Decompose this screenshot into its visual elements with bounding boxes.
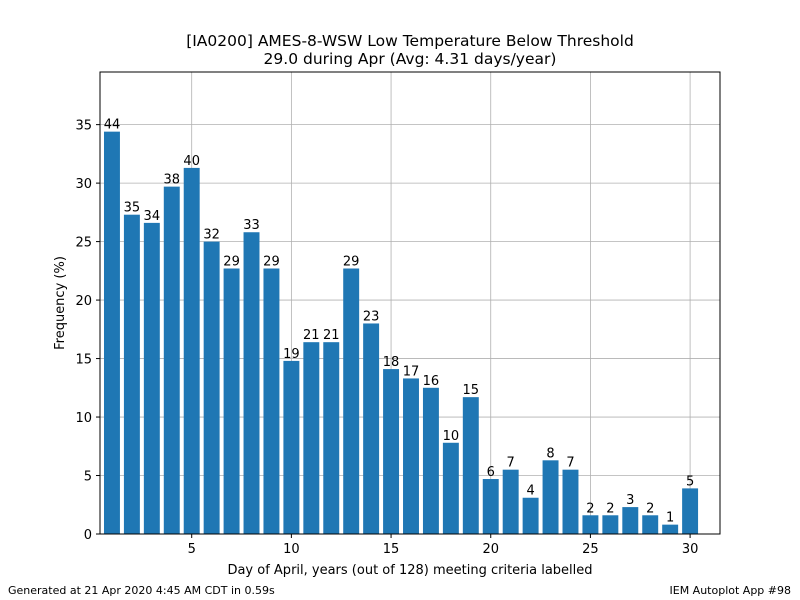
bar-value-label: 2	[586, 501, 594, 516]
bar	[163, 186, 180, 534]
bar-value-label: 10	[443, 429, 460, 444]
x-tick-label: 5	[188, 542, 196, 557]
bar	[203, 241, 220, 534]
chart-subtitle: 29.0 during Apr (Avg: 4.31 days/year)	[264, 50, 557, 68]
bar	[123, 214, 140, 534]
bar-value-label: 19	[283, 347, 300, 362]
bar-value-label: 29	[343, 254, 360, 269]
bar	[183, 167, 200, 534]
bar	[103, 131, 120, 534]
bar	[343, 268, 360, 534]
bar	[662, 524, 679, 534]
bar-value-label: 29	[223, 254, 240, 269]
bar-value-label: 21	[323, 328, 340, 343]
bar	[283, 360, 300, 534]
bar	[403, 378, 419, 534]
bar-value-label: 15	[463, 383, 480, 398]
bar-value-label: 16	[423, 374, 440, 389]
y-tick-label: 25	[75, 236, 92, 251]
footer-generated-text: Generated at 21 Apr 2020 4:45 AM CDT in …	[8, 584, 275, 597]
bar-value-label: 23	[363, 309, 380, 324]
x-tick-label: 15	[383, 542, 400, 557]
y-axis-label: Frequency (%)	[53, 256, 68, 350]
bar	[422, 387, 439, 534]
x-tick-label: 10	[283, 542, 300, 557]
y-tick-label: 15	[75, 353, 92, 368]
bar	[323, 342, 340, 534]
bar-value-label: 7	[507, 456, 515, 471]
bar-value-label: 21	[303, 328, 320, 343]
bar	[642, 515, 659, 534]
bar-value-label: 34	[144, 209, 161, 224]
bar-value-label: 35	[124, 201, 141, 216]
bar	[582, 515, 599, 534]
bar-value-label: 1	[666, 511, 674, 526]
y-tick-label: 20	[75, 294, 92, 309]
bars	[103, 131, 699, 534]
bar	[682, 488, 699, 534]
bar-value-label: 5	[686, 474, 694, 489]
bar	[363, 323, 380, 534]
bar	[383, 369, 400, 534]
bar	[622, 507, 639, 534]
y-tick-label: 0	[84, 528, 92, 543]
x-axis-label: Day of April, years (out of 128) meeting…	[227, 563, 592, 578]
bar	[602, 515, 619, 534]
bar	[143, 222, 160, 534]
bar-value-label: 29	[263, 254, 280, 269]
bar	[442, 442, 459, 534]
y-tick-label: 30	[75, 177, 92, 192]
bar-value-label: 8	[546, 446, 554, 461]
x-tick-label: 25	[582, 542, 599, 557]
bar	[502, 469, 519, 534]
bar	[562, 469, 579, 534]
bar-value-label: 38	[163, 173, 180, 188]
bar-value-label: 33	[243, 218, 260, 233]
bar	[462, 397, 479, 534]
bar-value-label: 7	[566, 456, 574, 471]
bar-value-label: 18	[383, 355, 400, 370]
footer-app-text: IEM Autoplot App #98	[669, 584, 792, 597]
bar-value-label: 3	[626, 493, 634, 508]
bar	[522, 497, 539, 534]
grid	[100, 72, 720, 535]
bar	[542, 460, 559, 534]
bar-value-label: 4	[526, 484, 534, 499]
bar-value-label: 40	[183, 154, 200, 169]
y-tick-label: 10	[75, 411, 92, 426]
bar	[243, 232, 260, 534]
bar-value-label: 6	[487, 465, 495, 480]
x-tick-label: 30	[682, 542, 699, 557]
bar	[482, 479, 499, 534]
bar	[223, 268, 240, 534]
x-tick-label: 20	[482, 542, 499, 557]
bar-value-label: 2	[646, 501, 654, 516]
chart-title: [IA0200] AMES-8-WSW Low Temperature Belo…	[186, 32, 634, 50]
bar	[303, 342, 320, 534]
y-tick-label: 5	[84, 470, 92, 485]
bar-value-label: 44	[104, 118, 121, 133]
plot-frame	[99, 71, 721, 535]
bar	[263, 268, 280, 534]
y-tick-label: 35	[75, 119, 92, 134]
bar-value-label: 2	[606, 501, 614, 516]
bar-value-label: 17	[403, 364, 420, 379]
bar-value-label: 32	[203, 228, 220, 243]
